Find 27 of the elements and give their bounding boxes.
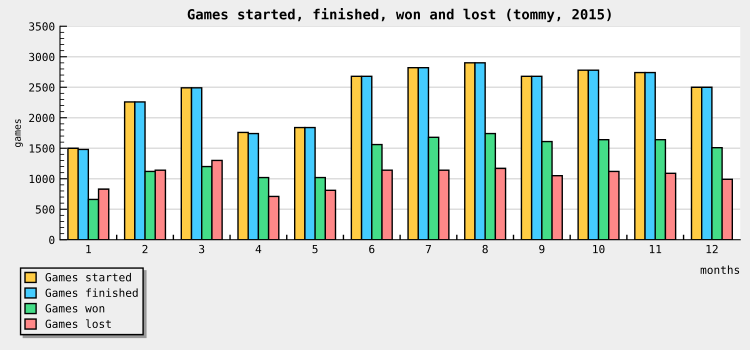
x-tick-label: 3 <box>199 244 204 254</box>
x-tick-label: 11 <box>650 245 662 254</box>
x-tick-label: 10 <box>593 244 604 254</box>
y-tick-label: 0 <box>49 236 54 244</box>
x-tick-label: 1 <box>86 245 91 254</box>
y-tick-label: 2000 <box>29 114 54 122</box>
x-tick-label: 6 <box>369 244 374 254</box>
y-tick-label: 2500 <box>29 83 54 92</box>
legend-label: Games finished <box>46 288 138 297</box>
y-tick-label: 500 <box>36 205 54 214</box>
legend-label: Games lost <box>46 319 111 328</box>
x-tick-label: 2 <box>142 244 148 254</box>
x-tick-label: 8 <box>482 244 488 254</box>
x-tick-label: 5 <box>312 245 318 254</box>
legend-label: Games started <box>46 272 131 282</box>
y-tick-label: 3500 <box>29 22 54 31</box>
y-tick-label: 1500 <box>30 144 54 153</box>
x-axis-title: months <box>700 265 740 274</box>
chart-title: Games started, finished, won and lost (tommy, 2015) <box>188 8 611 22</box>
x-tick-label: 4 <box>256 245 262 254</box>
x-tick-label: 12 <box>706 244 718 254</box>
legend-label: Games won <box>46 304 104 312</box>
y-tick-label: 1000 <box>30 174 54 184</box>
y-axis-title: games <box>15 119 23 148</box>
y-tick-label: 3000 <box>29 52 54 62</box>
x-tick-label: 9 <box>539 244 544 254</box>
x-tick-label: 7 <box>426 245 431 254</box>
